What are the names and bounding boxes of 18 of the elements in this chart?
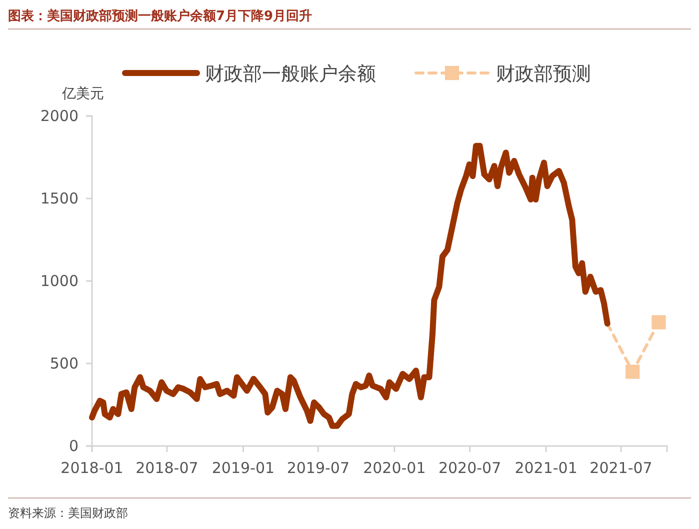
y-tick-label: 0: [68, 436, 78, 455]
x-tick-label: 2019-01: [212, 459, 275, 477]
legend-label: 财政部预测: [496, 63, 591, 85]
y-tick-label: 2000: [40, 106, 78, 125]
x-tick-label: 2018-01: [60, 459, 124, 477]
x-tick-label: 2020-07: [438, 459, 502, 477]
x-tick-label: 2020-01: [363, 459, 426, 477]
y-tick-label: 1500: [40, 189, 78, 208]
x-tick-label: 2021-01: [514, 459, 578, 477]
x-tick-label: 2018-07: [136, 459, 198, 477]
y-tick-label: 500: [50, 354, 78, 372]
chart-title: 图表：美国财政部预测一般账户余额7月下降9月回升: [8, 8, 312, 24]
y-tick-label: 1000: [40, 272, 78, 290]
x-tick-label: 2019-07: [286, 459, 350, 477]
x-tick-label: 2021-07: [590, 459, 652, 477]
legend-label: 财政部一般账户余额: [205, 63, 376, 85]
text: 资料来源：美国财政部: [8, 506, 128, 520]
y-axis-title: 亿美元: [61, 86, 104, 102]
